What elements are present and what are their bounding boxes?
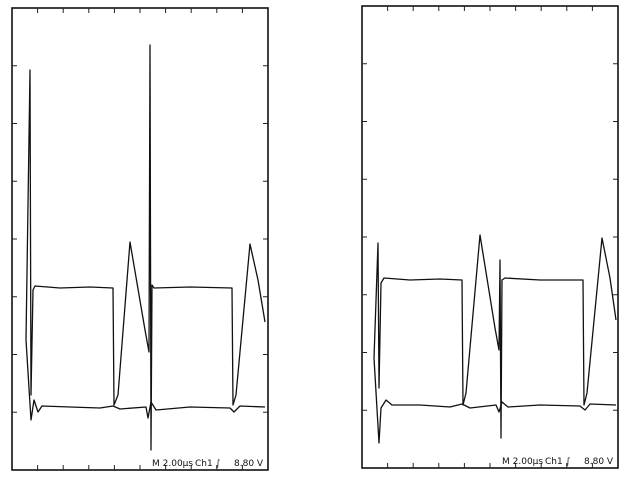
time-base: M 2.00µs xyxy=(152,459,193,469)
oscilloscope-captures: M 2.00µs Ch1 ∫ 8.80 V M 2.00µs Ch1 ∫ 8.8… xyxy=(0,0,619,494)
scope-panel: M 2.00µs Ch1 ∫ 8.80 V xyxy=(362,6,618,468)
screen-frame xyxy=(12,8,268,470)
scope-panel: M 2.00µs Ch1 ∫ 8.80 V xyxy=(12,8,268,470)
channel: Ch1 ∫ xyxy=(545,457,571,467)
channel: Ch1 ∫ xyxy=(195,459,221,469)
trigger-level: 8.80 V xyxy=(234,459,264,469)
screen-frame xyxy=(362,6,618,468)
time-base: M 2.00µs xyxy=(502,457,543,467)
page: {"panels": [ {"time_base": "M 2.00µs", "… xyxy=(0,0,619,494)
trigger-level: 8.80 V xyxy=(584,457,614,467)
